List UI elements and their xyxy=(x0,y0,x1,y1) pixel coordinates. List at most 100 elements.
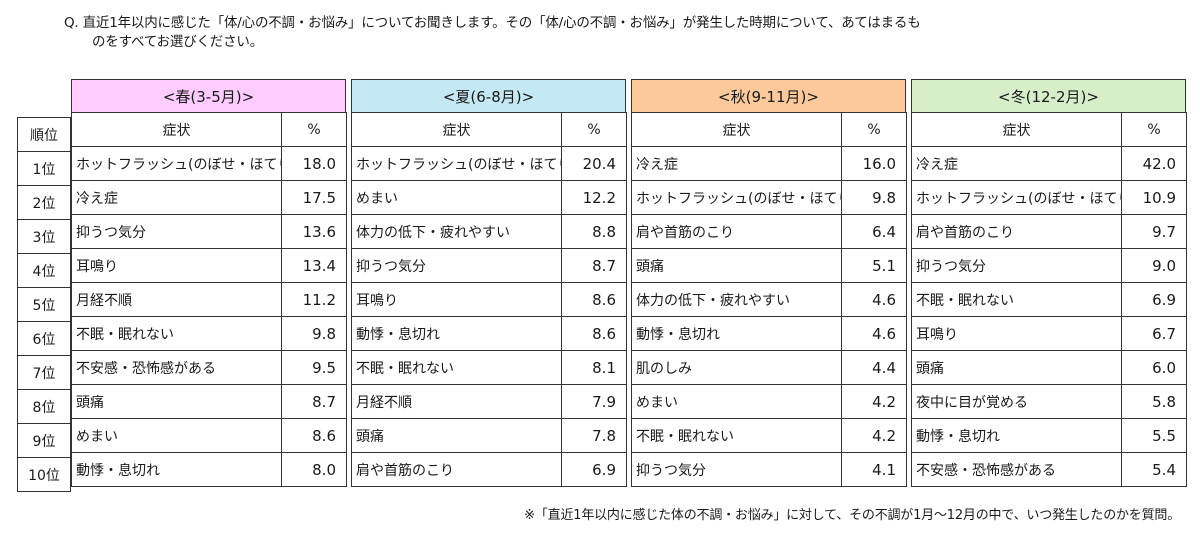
percent-cell: 4.2 xyxy=(841,384,907,419)
percent-cell: 9.0 xyxy=(1121,248,1187,283)
percent-cell: 5.1 xyxy=(841,248,907,283)
percent-cell: 8.6 xyxy=(561,316,627,351)
percent-cell: 20.4 xyxy=(561,146,627,181)
percent-cell: 8.1 xyxy=(561,350,627,385)
symptom-cell: めまい xyxy=(631,384,842,419)
table-row: 不眠・眠れない 9.8 xyxy=(71,316,347,351)
percent-cell: 17.5 xyxy=(281,180,347,215)
symptom-cell: めまい xyxy=(71,418,282,453)
symptom-header: 症状 xyxy=(911,112,1122,147)
percent-cell: 8.6 xyxy=(561,282,627,317)
symptom-cell: 不眠・眠れない xyxy=(911,282,1122,317)
season-block: <秋(9-11月)> 症状% 冷え症 16.0 ホットフラッシュ(のぼせ・ほてり) 9.8… xyxy=(631,79,907,487)
symptom-cell: 不眠・眠れない xyxy=(631,418,842,453)
season-table: 症状% 冷え症 42.0 ホットフラッシュ(のぼせ・ほてり) 10.9 肩や首筋のこり 9.… xyxy=(911,112,1187,487)
season-header: <夏(6-8月)> xyxy=(351,79,626,112)
symptom-cell: 肩や首筋のこり xyxy=(351,452,562,487)
table-row: 肩や首筋のこり 6.9 xyxy=(351,452,627,487)
symptom-cell: 頭痛 xyxy=(911,350,1122,385)
table-row: 頭痛 8.7 xyxy=(71,384,347,419)
symptom-cell: 動悸・息切れ xyxy=(911,418,1122,453)
percent-cell: 16.0 xyxy=(841,146,907,181)
rank-cell: 9位 xyxy=(17,423,71,458)
table-row: ホットフラッシュ(のぼせ・ほてり) 10.9 xyxy=(911,180,1187,215)
question-text: Q. 直近1年以内に感じた「体/心の不調・お悩み」についてお聞きします。その「体… xyxy=(64,14,1064,52)
table-row: 耳鳴り 6.7 xyxy=(911,316,1187,351)
percent-header: % xyxy=(1121,112,1187,147)
percent-cell: 6.0 xyxy=(1121,350,1187,385)
season-block: <冬(12-2月)> 症状% 冷え症 42.0 ホットフラッシュ(のぼせ・ほてり) 10.… xyxy=(911,79,1187,487)
symptom-cell: 抑うつ気分 xyxy=(71,214,282,249)
percent-cell: 7.9 xyxy=(561,384,627,419)
table-row: 動悸・息切れ 5.5 xyxy=(911,418,1187,453)
table-row: めまい 4.2 xyxy=(631,384,907,419)
season-table: 症状% ホットフラッシュ(のぼせ・ほてり) 20.4 めまい 12.2 体力の低下・疲れや… xyxy=(351,112,627,487)
symptom-cell: ホットフラッシュ(のぼせ・ほてり) xyxy=(911,180,1122,215)
symptom-cell: 肩や首筋のこり xyxy=(911,214,1122,249)
rank-cell: 4位 xyxy=(17,253,71,288)
symptom-cell: 不安感・恐怖感がある xyxy=(71,350,282,385)
symptom-cell: ホットフラッシュ(のぼせ・ほてり) xyxy=(631,180,842,215)
symptom-cell: 耳鳴り xyxy=(71,248,282,283)
table-row: 耳鳴り 8.6 xyxy=(351,282,627,317)
percent-cell: 9.8 xyxy=(281,316,347,351)
percent-cell: 42.0 xyxy=(1121,146,1187,181)
percent-cell: 5.4 xyxy=(1121,452,1187,487)
symptom-cell: 不安感・恐怖感がある xyxy=(911,452,1122,487)
table-row: ホットフラッシュ(のぼせ・ほてり) 20.4 xyxy=(351,146,627,181)
rank-cell: 7位 xyxy=(17,355,71,390)
table-row: 抑うつ気分 9.0 xyxy=(911,248,1187,283)
table-row: 月経不順 7.9 xyxy=(351,384,627,419)
symptom-cell: 肌のしみ xyxy=(631,350,842,385)
percent-cell: 5.8 xyxy=(1121,384,1187,419)
percent-cell: 18.0 xyxy=(281,146,347,181)
table-row: 体力の低下・疲れやすい 4.6 xyxy=(631,282,907,317)
table-row: 肩や首筋のこり 6.4 xyxy=(631,214,907,249)
percent-cell: 12.2 xyxy=(561,180,627,215)
percent-cell: 4.1 xyxy=(841,452,907,487)
percent-cell: 13.6 xyxy=(281,214,347,249)
season-header: <秋(9-11月)> xyxy=(631,79,906,112)
percent-cell: 8.0 xyxy=(281,452,347,487)
percent-cell: 6.4 xyxy=(841,214,907,249)
table-row: 頭痛 6.0 xyxy=(911,350,1187,385)
percent-cell: 10.9 xyxy=(1121,180,1187,215)
percent-cell: 9.7 xyxy=(1121,214,1187,249)
percent-cell: 8.8 xyxy=(561,214,627,249)
percent-cell: 5.5 xyxy=(1121,418,1187,453)
symptom-cell: 冷え症 xyxy=(631,146,842,181)
table-row: 肌のしみ 4.4 xyxy=(631,350,907,385)
symptom-cell: 動悸・息切れ xyxy=(351,316,562,351)
rank-cell: 3位 xyxy=(17,219,71,254)
table-row: 動悸・息切れ 8.0 xyxy=(71,452,347,487)
percent-header: % xyxy=(841,112,907,147)
table-row: 夜中に目が覚める 5.8 xyxy=(911,384,1187,419)
percent-header: % xyxy=(561,112,627,147)
table-row: 月経不順 11.2 xyxy=(71,282,347,317)
symptom-cell: 耳鳴り xyxy=(911,316,1122,351)
table-row: 冷え症 42.0 xyxy=(911,146,1187,181)
percent-cell: 13.4 xyxy=(281,248,347,283)
table-row: 冷え症 16.0 xyxy=(631,146,907,181)
season-block: <春(3-5月)> 症状% ホットフラッシュ(のぼせ・ほてり) 18.0 冷え症 17.5… xyxy=(71,79,347,487)
table-row: 耳鳴り 13.4 xyxy=(71,248,347,283)
season-block: <夏(6-8月)> 症状% ホットフラッシュ(のぼせ・ほてり) 20.4 めまい 12.2… xyxy=(351,79,627,487)
rank-cell: 10位 xyxy=(17,457,71,492)
table-row: 抑うつ気分 4.1 xyxy=(631,452,907,487)
table-row: 動悸・息切れ 4.6 xyxy=(631,316,907,351)
symptom-cell: 抑うつ気分 xyxy=(911,248,1122,283)
table-row: ホットフラッシュ(のぼせ・ほてり) 9.8 xyxy=(631,180,907,215)
table-row: めまい 12.2 xyxy=(351,180,627,215)
symptom-cell: 夜中に目が覚める xyxy=(911,384,1122,419)
symptom-cell: 抑うつ気分 xyxy=(351,248,562,283)
symptom-header: 症状 xyxy=(351,112,562,147)
symptom-cell: ホットフラッシュ(のぼせ・ほてり) xyxy=(71,146,282,181)
percent-cell: 7.8 xyxy=(561,418,627,453)
symptom-header: 症状 xyxy=(631,112,842,147)
percent-cell: 9.8 xyxy=(841,180,907,215)
symptom-cell: 月経不順 xyxy=(71,282,282,317)
symptom-cell: 耳鳴り xyxy=(351,282,562,317)
symptom-cell: 動悸・息切れ xyxy=(71,452,282,487)
symptom-cell: 体力の低下・疲れやすい xyxy=(351,214,562,249)
percent-header: % xyxy=(281,112,347,147)
